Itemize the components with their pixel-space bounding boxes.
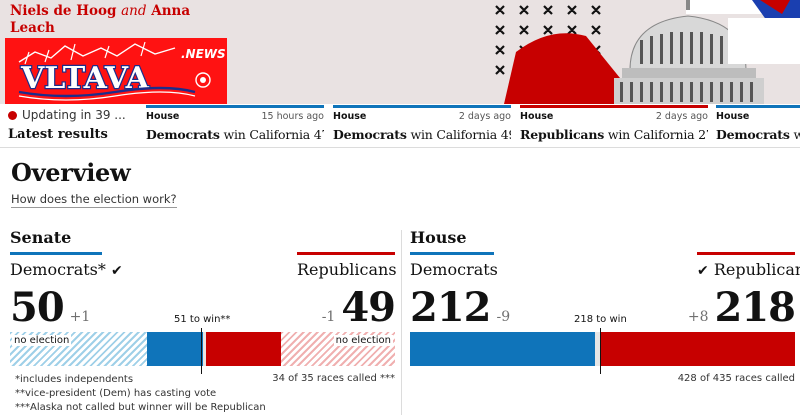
win-threshold-line [201,328,202,374]
house-seat-bar [410,328,795,374]
dem-seats-segment [410,332,595,366]
ticker-party: Democrats [716,127,790,142]
footnote: **vice-president (Dem) has casting vote [15,388,217,399]
ticker-party: Democrats [146,127,220,142]
header-banner: Niels de Hoog and Anna Leach VLTAVA .NEW… [0,0,800,104]
panel-divider [401,230,402,415]
how-election-works-link[interactable]: How does the election work? [11,192,177,208]
dem-seat-change: -9 [496,309,511,325]
party-name-dem: Democrats [410,260,498,279]
ticker-item[interactable]: House 15 hours ago Democrats win Califor… [146,104,324,148]
no-election-label: no election [333,335,393,346]
house-rep-label: ✔ Republicans [697,252,800,279]
byline-author-2[interactable]: Anna Leach [10,3,191,36]
ticker-result: win California 47th [223,127,324,142]
win-threshold-line [600,328,601,374]
ticker-time: 2 days ago [655,111,708,122]
byline: Niels de Hoog and Anna Leach [10,3,200,37]
red-shape-icon [504,33,620,104]
party-bar-dem [333,105,511,108]
ticker-time: 15 hours ago [261,111,324,122]
ticker-chamber: House [716,111,750,122]
dem-seat-count: 50 [10,284,65,331]
byline-and: and [121,3,147,19]
rep-seat-count: 49 [341,284,396,331]
update-status: Updating in 39 ... Latest results [8,108,140,142]
rep-seat-change: +8 [687,309,709,325]
house-dem-total: 212 -9 [410,284,516,332]
latest-results-label: Latest results [8,127,108,142]
dem-seats-segment [147,332,203,366]
senate-footnotes: *includes independents **vice-president … [15,373,266,415]
rep-seats-segment [206,332,281,366]
party-bar-dem [716,105,800,108]
party-name-rep: Republicans [297,260,397,279]
latest-results-ticker: Updating in 39 ... Latest results House … [0,104,800,148]
ticker-chamber: House [146,111,180,122]
ticker-item[interactable]: House 2 days ago Democrats win Californi… [333,104,511,148]
checkmark-icon: ✔ [110,263,123,279]
rep-seats-segment [601,332,795,366]
senate-rep-total: -1 49 [316,284,396,332]
rep-seat-count: 218 [714,284,796,331]
capitol-illustration [490,0,800,104]
party-name-dem: Democrats* [10,260,106,279]
no-election-label: no election [12,335,72,346]
live-dot-icon [8,110,17,120]
footnote: ***Alaska not called but winner will be … [15,402,266,413]
ticker-result: win California 49th [410,127,511,142]
house-to-win: 218 to win [574,314,627,325]
ticker-party: Democrats [333,127,407,142]
party-name-rep: Republicans [713,260,800,279]
ticker-result: win California 27th [607,127,708,142]
house-panel: House Democrats ✔ Republicans 212 -9 +8 … [410,226,800,416]
senate-to-win: 51 to win** [174,314,231,325]
uncalled-segment [203,332,206,366]
senate-rep-label: Republicans [297,252,397,279]
uncalled-segment [595,332,601,366]
dem-seat-change: +1 [69,309,91,325]
ticker-chamber: House [333,111,367,122]
footnote: *includes independents [15,374,134,385]
update-countdown: Updating in 39 ... [22,108,126,122]
ticker-result: win Cal [793,127,800,142]
house-rep-total: +8 218 [682,284,796,332]
ticker-item[interactable]: House 2 days ago Republicans win Califor… [520,104,708,148]
senate-races-called: 34 of 35 races called *** [272,373,395,384]
rep-seat-change: -1 [321,309,336,325]
logo-news: .NEWS [181,47,226,61]
ticker-item[interactable]: House Democrats win Cal [716,104,800,148]
ticker-time: 2 days ago [458,111,511,122]
capitol-dome-icon [614,0,764,104]
party-bar-rep [520,105,708,108]
senate-seat-bar: no election no election [10,328,395,374]
house-dem-label: Democrats [410,252,498,279]
dem-seat-count: 212 [410,284,491,331]
vltava-news-logo: VLTAVA .NEWS [5,38,227,104]
party-bar-dem [146,105,324,108]
senate-panel: Senate Democrats* ✔ Republicans 50 +1 -1… [10,226,397,416]
checkmark-icon: ✔ [697,263,709,279]
house-races-called: 428 of 435 races called [677,373,795,384]
senate-dem-label: Democrats* ✔ [10,252,123,279]
byline-author-1[interactable]: Niels de Hoog [10,3,117,19]
senate-dem-total: 50 +1 [10,284,96,332]
overview-heading: Overview [11,158,131,187]
senate-title: Senate [10,228,72,247]
house-title: House [410,228,467,247]
ticker-party: Republicans [520,127,605,142]
ticker-chamber: House [520,111,554,122]
